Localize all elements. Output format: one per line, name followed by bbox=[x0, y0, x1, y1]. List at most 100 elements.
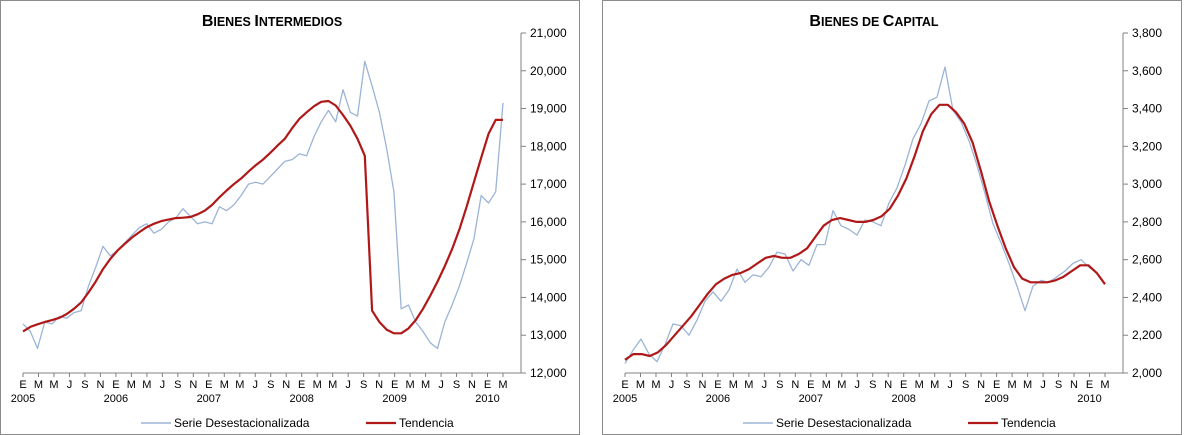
x-year-label: 2007 bbox=[799, 393, 823, 405]
y-tick-label: 2,000 bbox=[1132, 366, 1162, 380]
x-month-label: J bbox=[669, 379, 675, 391]
x-year-label: 2010 bbox=[475, 393, 499, 405]
x-year-label: 2006 bbox=[104, 393, 128, 405]
x-month-label: M bbox=[1023, 379, 1032, 391]
x-month-label: M bbox=[837, 379, 846, 391]
x-month-label: J bbox=[67, 379, 73, 391]
series-line-tendencia bbox=[624, 103, 1106, 361]
x-month-label: E bbox=[484, 379, 491, 391]
x-month-label: N bbox=[1070, 379, 1078, 391]
y-tick-label: 18,000 bbox=[530, 139, 567, 153]
y-tick-label: 3,600 bbox=[1132, 64, 1162, 78]
chart-title-part: C bbox=[883, 13, 895, 30]
chart-title-part: B bbox=[202, 13, 214, 30]
x-month-label: N bbox=[189, 379, 197, 391]
x-month-label: E bbox=[205, 379, 212, 391]
y-tick-label: 20,000 bbox=[530, 64, 567, 78]
x-year-label: 2005 bbox=[11, 393, 35, 405]
chart-title-part: IENES DE bbox=[821, 15, 883, 29]
x-month-label: M bbox=[49, 379, 58, 391]
chart-title-part: APITAL bbox=[894, 15, 939, 29]
y-tick-label: 14,000 bbox=[530, 290, 567, 304]
y-tick-label: 17,000 bbox=[530, 177, 567, 191]
y-tick-label: 3,200 bbox=[1132, 139, 1162, 153]
x-year-label: 2008 bbox=[891, 393, 915, 405]
x-month-label: N bbox=[791, 379, 799, 391]
x-month-label: S bbox=[776, 379, 783, 391]
x-month-label: M bbox=[636, 379, 645, 391]
series-line-desestacionalizada bbox=[22, 60, 504, 350]
legend-label-tendencia: Tendencia bbox=[1001, 416, 1056, 430]
x-month-label: J bbox=[345, 379, 351, 391]
y-tick-label: 12,000 bbox=[530, 366, 567, 380]
x-month-label: M bbox=[915, 379, 924, 391]
series-line-tendencia bbox=[22, 99, 503, 335]
chart-svg-bienes-intermedios: BIENES INTERMEDIOS 12,000 13,000 14,000 15,0… bbox=[11, 13, 567, 430]
x-month-label: E bbox=[298, 379, 305, 391]
x-year-label: 2007 bbox=[197, 393, 221, 405]
x-year-label: 2008 bbox=[289, 393, 313, 405]
y-tick-label: 21,000 bbox=[530, 26, 567, 40]
y-tick-label: 2,600 bbox=[1132, 253, 1162, 267]
legend-label-serie: Serie Desestacionalizada bbox=[776, 416, 912, 430]
x-month-label: N bbox=[698, 379, 706, 391]
x-month-label: S bbox=[174, 379, 181, 391]
legend: Serie Desestacionalizada Tendencia bbox=[743, 416, 1056, 430]
x-month-label: J bbox=[855, 379, 861, 391]
legend: Serie Desestacionalizada Tendencia bbox=[141, 416, 454, 430]
x-month-label: J bbox=[1040, 379, 1046, 391]
x-month-label: M bbox=[822, 379, 831, 391]
x-month-label: N bbox=[96, 379, 104, 391]
x-month-label: E bbox=[714, 379, 721, 391]
x-year-label: 2009 bbox=[984, 393, 1008, 405]
x-month-label: N bbox=[282, 379, 290, 391]
x-month-label: M bbox=[142, 379, 151, 391]
x-month-label: E bbox=[112, 379, 119, 391]
x-month-label: N bbox=[977, 379, 985, 391]
x-month-label: E bbox=[900, 379, 907, 391]
x-month-label: M bbox=[406, 379, 415, 391]
y-tick-label: 15,000 bbox=[530, 253, 567, 267]
chart-bienes-intermedios: BIENES INTERMEDIOS 12,000 13,000 14,000 15,0… bbox=[0, 0, 580, 435]
x-month-label: M bbox=[651, 379, 660, 391]
x-year-label: 2010 bbox=[1077, 393, 1101, 405]
x-month-label: M bbox=[744, 379, 753, 391]
x-month-label: N bbox=[468, 379, 476, 391]
y-tick-label: 2,200 bbox=[1132, 328, 1162, 342]
x-month-label: M bbox=[235, 379, 244, 391]
chart-bienes-de-capital: BIENES DE CAPITAL 2,000 2,200 2,400 2,600 2,8… bbox=[602, 0, 1182, 435]
x-month-label: E bbox=[1086, 379, 1093, 391]
series-line-desestacionalizada bbox=[624, 66, 1106, 364]
x-month-label: S bbox=[81, 379, 88, 391]
chart-title-part: B bbox=[809, 13, 821, 30]
y-tick-label: 3,400 bbox=[1132, 102, 1162, 116]
x-month-label: S bbox=[453, 379, 460, 391]
x-month-label: E bbox=[391, 379, 398, 391]
x-month-label: S bbox=[869, 379, 876, 391]
y-tick-label: 16,000 bbox=[530, 215, 567, 229]
x-month-label: E bbox=[993, 379, 1000, 391]
x-month-label: M bbox=[1100, 379, 1109, 391]
y-tick-label: 2,800 bbox=[1132, 215, 1162, 229]
x-month-label: J bbox=[253, 379, 259, 391]
chart-svg-bienes-de-capital: BIENES DE CAPITAL 2,000 2,200 2,400 2,600 2,8… bbox=[613, 13, 1163, 430]
y-tick-label: 2,400 bbox=[1132, 290, 1162, 304]
y-tick-label: 13,000 bbox=[530, 328, 567, 342]
chart-title: BIENES DE CAPITAL bbox=[809, 13, 939, 30]
x-month-label: M bbox=[313, 379, 322, 391]
y-tick-label: 3,800 bbox=[1132, 26, 1162, 40]
chart-title: BIENES INTERMEDIOS bbox=[202, 13, 342, 30]
x-month-label: M bbox=[220, 379, 229, 391]
y-tick-label: 3,000 bbox=[1132, 177, 1162, 191]
x-month-label: S bbox=[683, 379, 690, 391]
x-month-label: J bbox=[947, 379, 953, 391]
x-month-label: M bbox=[34, 379, 43, 391]
x-month-label: S bbox=[1055, 379, 1062, 391]
x-month-label: M bbox=[729, 379, 738, 391]
x-month-label: S bbox=[267, 379, 274, 391]
x-month-label: E bbox=[19, 379, 26, 391]
x-month-label: M bbox=[328, 379, 337, 391]
x-month-label: N bbox=[884, 379, 892, 391]
x-month-label: J bbox=[438, 379, 444, 391]
legend-label-tendencia: Tendencia bbox=[399, 416, 454, 430]
